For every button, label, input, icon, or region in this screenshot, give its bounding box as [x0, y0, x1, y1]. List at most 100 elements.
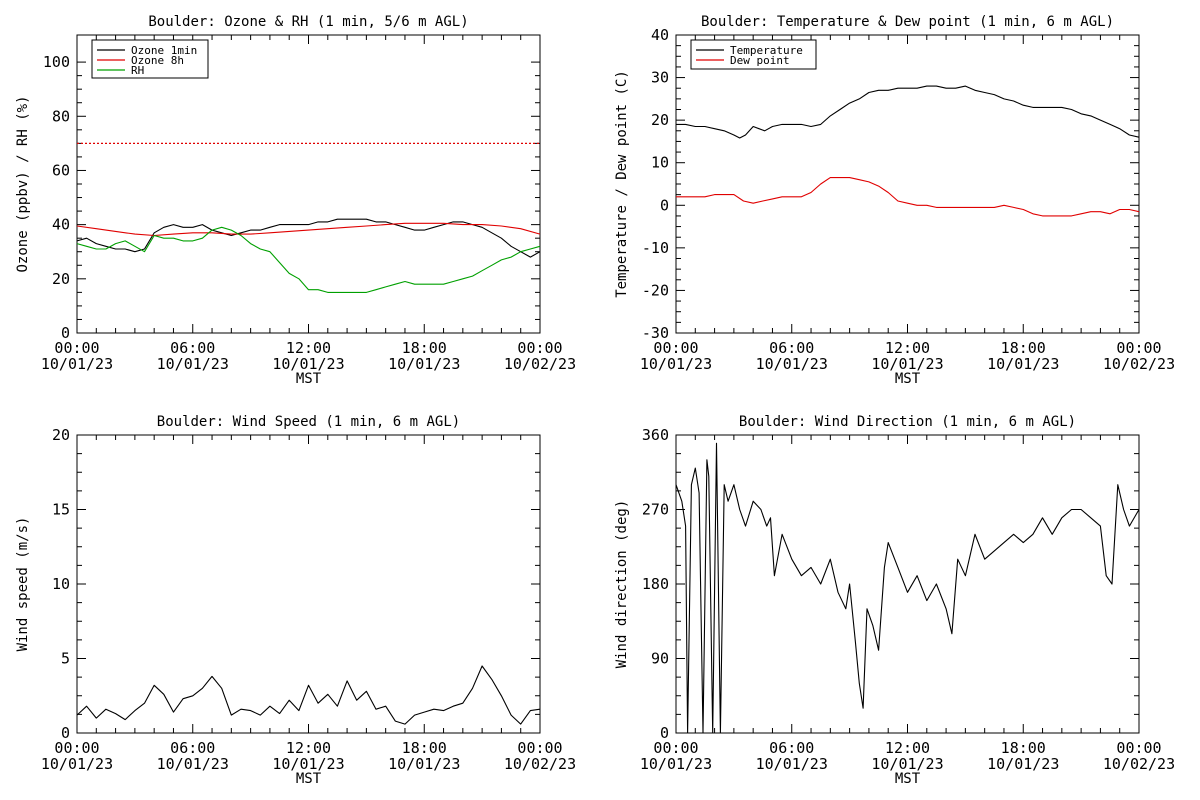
- x-tick-date-label: 10/01/23: [871, 355, 943, 373]
- x-tick-date-label: 10/01/23: [157, 755, 229, 773]
- x-tick-time-label: 06:00: [769, 339, 814, 357]
- series-line-1: [675, 442, 1140, 734]
- x-tick-time-label: 06:00: [170, 739, 215, 757]
- x-tick-date-label: 10/02/23: [1103, 755, 1175, 773]
- x-tick-time-label: 00:00: [54, 339, 99, 357]
- x-axis-label: MST: [895, 371, 921, 387]
- x-tick-time-label: 06:00: [769, 739, 814, 757]
- x-tick-time-label: 18:00: [1001, 339, 1046, 357]
- y-tick-label: -10: [642, 239, 669, 257]
- x-tick-time-label: 12:00: [286, 339, 331, 357]
- y-tick-label: 360: [642, 426, 669, 444]
- x-tick-time-label: 00:00: [517, 739, 562, 757]
- x-tick-date-label: 10/01/23: [272, 355, 344, 373]
- x-tick-time-label: 00:00: [653, 339, 698, 357]
- plot-frame: [675, 434, 1140, 734]
- x-tick-date-label: 10/01/23: [41, 355, 113, 373]
- legend-entry: Dew point: [730, 54, 790, 67]
- legend-entry: RH: [131, 64, 144, 77]
- chart-title: Boulder: Wind Direction (1 min, 6 m AGL): [739, 414, 1076, 430]
- y-axis-label: Wind speed (m/s): [15, 517, 31, 652]
- x-tick-date-label: 10/01/23: [871, 755, 943, 773]
- legend-entry: Ozone 8h: [131, 54, 184, 67]
- x-tick-date-label: 10/01/23: [640, 355, 712, 373]
- y-axis-label: Ozone (ppbv) / RH (%): [15, 95, 31, 272]
- y-tick-label: -30: [642, 324, 669, 342]
- y-axis-label: Temperature / Dew point (C): [614, 70, 630, 298]
- chart-panel-3: Boulder: Wind Speed (1 min, 6 m AGL) 0 5 10…: [15, 414, 576, 787]
- x-tick-date-label: 10/01/23: [388, 355, 460, 373]
- x-tick-time-label: 12:00: [286, 739, 331, 757]
- plot-frame: [76, 34, 541, 334]
- chart-title: Boulder: Wind Speed (1 min, 6 m AGL): [157, 414, 460, 430]
- y-tick-label: 0: [660, 196, 669, 214]
- y-tick-label: 40: [52, 216, 70, 234]
- series-line-1: [76, 665, 541, 725]
- x-tick-date-label: 10/01/23: [987, 755, 1059, 773]
- y-tick-label: 0: [660, 724, 669, 742]
- x-tick-date-label: 10/02/23: [504, 355, 576, 373]
- legend-box: [91, 39, 209, 79]
- x-tick-date-label: 10/01/23: [157, 355, 229, 373]
- y-tick-label: 5: [61, 650, 70, 668]
- y-tick-label: 90: [651, 650, 669, 668]
- series-line-2: [676, 177, 1140, 217]
- chart-title: Boulder: Temperature & Dew point (1 min,…: [701, 14, 1114, 30]
- x-tick-date-label: 10/02/23: [1103, 355, 1175, 373]
- x-tick-time-label: 18:00: [402, 739, 447, 757]
- y-tick-label: 10: [651, 154, 669, 172]
- y-tick-label: 15: [52, 501, 70, 519]
- plot-frame: [675, 34, 1140, 334]
- x-tick-time-label: 00:00: [1116, 339, 1161, 357]
- series-line-3: [76, 226, 541, 293]
- x-axis-label: MST: [895, 771, 921, 787]
- x-tick-time-label: 12:00: [885, 339, 930, 357]
- x-tick-time-label: 06:00: [170, 339, 215, 357]
- series-line-1: [76, 218, 541, 258]
- y-tick-label: 180: [642, 575, 669, 593]
- y-axis-label: Wind direction (deg): [614, 500, 630, 669]
- legend-box: [690, 39, 817, 70]
- chart-panel-2: Boulder: Temperature & Dew point (1 min,…: [614, 14, 1175, 387]
- plot-frame: [76, 434, 541, 734]
- x-axis-label: MST: [296, 371, 322, 387]
- y-tick-label: 40: [651, 26, 669, 44]
- chart-title: Boulder: Ozone & RH (1 min, 5/6 m AGL): [148, 14, 468, 30]
- x-tick-date-label: 10/02/23: [504, 755, 576, 773]
- x-tick-time-label: 00:00: [517, 339, 562, 357]
- x-tick-time-label: 00:00: [54, 739, 99, 757]
- x-tick-date-label: 10/01/23: [272, 755, 344, 773]
- y-tick-label: 270: [642, 501, 669, 519]
- y-tick-label: 10: [52, 575, 70, 593]
- y-tick-label: 20: [52, 270, 70, 288]
- x-tick-date-label: 10/01/23: [756, 755, 828, 773]
- y-tick-label: 20: [52, 426, 70, 444]
- chart-panel-4: Boulder: Wind Direction (1 min, 6 m AGL)…: [614, 414, 1175, 787]
- x-tick-time-label: 18:00: [402, 339, 447, 357]
- x-axis-label: MST: [296, 771, 322, 787]
- legend-entry: Ozone 1min: [131, 44, 197, 57]
- y-tick-label: 0: [61, 724, 70, 742]
- y-tick-label: 20: [651, 111, 669, 129]
- y-tick-label: 0: [61, 324, 70, 342]
- y-tick-label: 100: [43, 53, 70, 71]
- x-tick-date-label: 10/01/23: [41, 755, 113, 773]
- x-tick-time-label: 18:00: [1001, 739, 1046, 757]
- x-tick-date-label: 10/01/23: [987, 355, 1059, 373]
- y-tick-label: -20: [642, 281, 669, 299]
- x-tick-date-label: 10/01/23: [640, 755, 712, 773]
- y-tick-label: 80: [52, 107, 70, 125]
- x-tick-time-label: 12:00: [885, 739, 930, 757]
- y-tick-label: 60: [52, 161, 70, 179]
- legend-entry: Temperature: [730, 44, 803, 57]
- chart-panel-1: Boulder: Ozone & RH (1 min, 5/6 m AGL) 0 2…: [15, 14, 576, 387]
- x-tick-time-label: 00:00: [653, 739, 698, 757]
- series-line-1: [676, 85, 1140, 139]
- x-tick-time-label: 00:00: [1116, 739, 1161, 757]
- x-tick-date-label: 10/01/23: [756, 355, 828, 373]
- x-tick-date-label: 10/01/23: [388, 755, 460, 773]
- y-tick-label: 30: [651, 69, 669, 87]
